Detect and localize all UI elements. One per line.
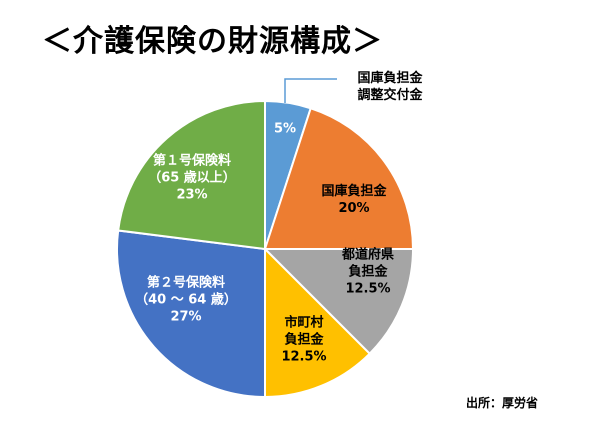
pie-slice: [264, 246, 372, 399]
slice-label: 第２号保険料（40 ～ 64 歳） 27%: [135, 275, 237, 325]
pie-slice: [116, 229, 266, 399]
callout-label: 国庫負担金調整交付金: [357, 70, 423, 103]
pie-slice: [262, 248, 415, 356]
chart-title: ＜介護保険の財源構成＞: [42, 24, 383, 59]
pie-slice: [263, 106, 415, 250]
callout-leader-line: [284, 78, 337, 103]
slice-label: 5%: [274, 122, 296, 137]
slice-label: 第１号保険料（65 歳以上） 23%: [148, 153, 236, 203]
slice-label: 都道府県負担金 12.5%: [341, 247, 394, 297]
pie-slice: [117, 99, 266, 251]
slice-label: 国庫負担金 20%: [321, 183, 387, 216]
slice-label: 市町村負担金 12.5%: [281, 315, 326, 365]
source-note: 出所：厚労省: [466, 396, 539, 410]
